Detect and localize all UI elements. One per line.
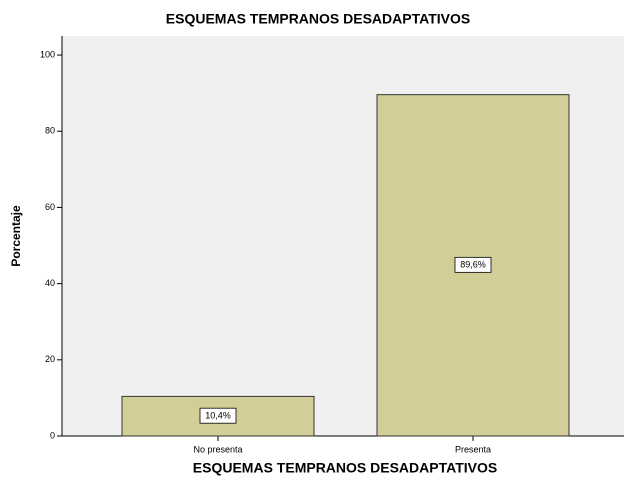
y-tick-label: 0 <box>50 430 55 440</box>
x-axis-label: ESQUEMAS TEMPRANOS DESADAPTATIVOS <box>193 460 497 476</box>
x-tick-label: No presenta <box>193 444 242 454</box>
y-tick-label: 40 <box>45 278 55 288</box>
chart-title: ESQUEMAS TEMPRANOS DESADAPTATIVOS <box>166 11 470 27</box>
x-tick-label: Presenta <box>455 444 491 454</box>
y-tick-label: 60 <box>45 202 55 212</box>
value-label: 10,4% <box>205 411 231 421</box>
y-axis-label: Porcentaje <box>9 205 23 267</box>
y-tick-label: 80 <box>45 126 55 136</box>
y-tick-label: 100 <box>40 49 55 59</box>
value-label-box <box>199 407 237 424</box>
value-label: 89,6% <box>460 260 486 270</box>
value-label-box <box>454 256 492 273</box>
y-tick-label: 20 <box>45 354 55 364</box>
